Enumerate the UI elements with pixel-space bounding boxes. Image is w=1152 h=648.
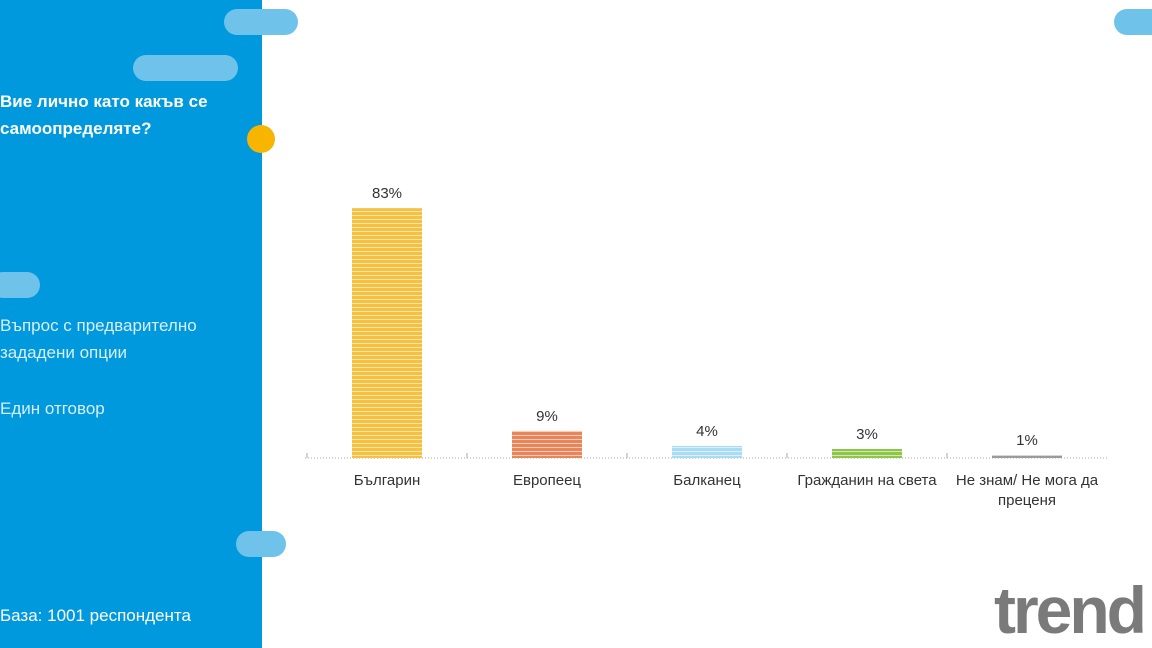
value-label: 83% [372, 185, 402, 202]
value-label: 3% [856, 426, 878, 443]
decor-pill [0, 272, 40, 298]
base-note: База: 1001 респондента [0, 606, 191, 625]
sidebar: Вие лично като какъв се самоопределяте? … [0, 0, 262, 648]
question-type: Въпрос с предварително зададени опции [0, 316, 197, 362]
bar [992, 454, 1062, 458]
value-label: 1% [1016, 432, 1038, 449]
bar [832, 448, 902, 458]
decor-pill [133, 55, 238, 81]
decor-dot [247, 125, 275, 153]
value-label: 4% [696, 423, 718, 440]
category-label: Не знам/ Не мога да преценя [955, 472, 1099, 509]
category-label: Гражданин на света [797, 472, 937, 489]
answer-type: Един отговор [0, 399, 105, 418]
decor-pill [1114, 9, 1152, 35]
bar [512, 430, 582, 458]
value-label: 9% [536, 408, 558, 425]
logo: trend [994, 573, 1147, 647]
decor-pill [224, 9, 298, 35]
bar [672, 445, 742, 458]
category-label: Българин [353, 472, 421, 489]
decor-pill [236, 531, 286, 557]
category-label: Европеец [512, 472, 582, 489]
bar [352, 208, 422, 458]
category-label: Балканец [673, 472, 741, 489]
question: Вие лично като какъв се самоопределяте? [0, 92, 208, 138]
